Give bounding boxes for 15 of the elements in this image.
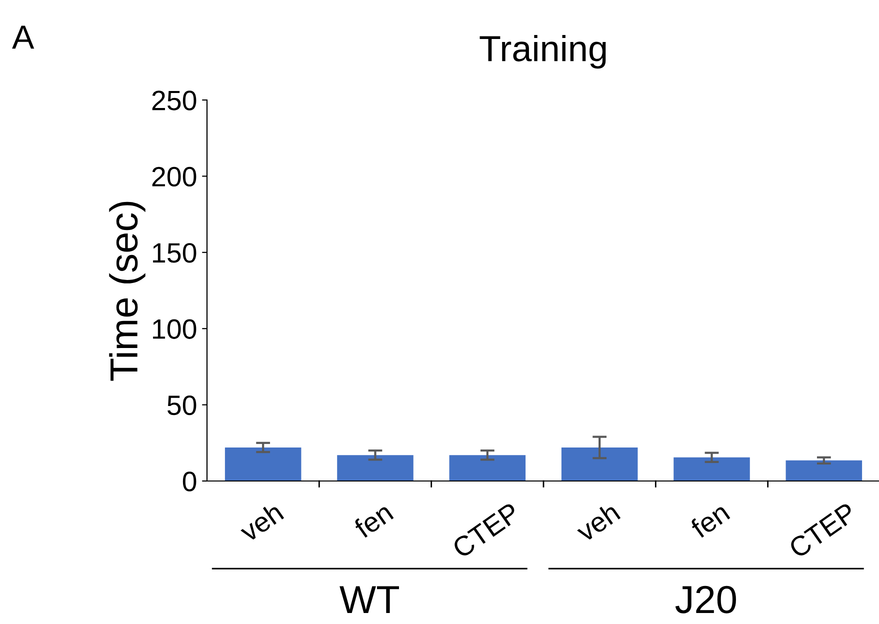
y-tick-label: 100 [153, 319, 196, 339]
text: A [12, 26, 34, 49]
text: WT [340, 586, 399, 613]
y-tick-label: 200 [152, 166, 196, 187]
y-tick-label: 150 [153, 243, 196, 263]
y-tick-label: 50 [167, 395, 196, 416]
text: J20 [675, 586, 736, 614]
x-tick-label: fen [688, 502, 730, 540]
y-tick-label: 0 [182, 472, 196, 492]
y-tick-label: 250 [152, 90, 196, 110]
x-tick-label: fen [352, 502, 394, 540]
x-tick-label: veh [574, 501, 621, 543]
y-axis-title: Time (sec) [109, 202, 146, 381]
x-tick-label: veh [237, 501, 284, 543]
chart-title: Training [480, 34, 606, 69]
